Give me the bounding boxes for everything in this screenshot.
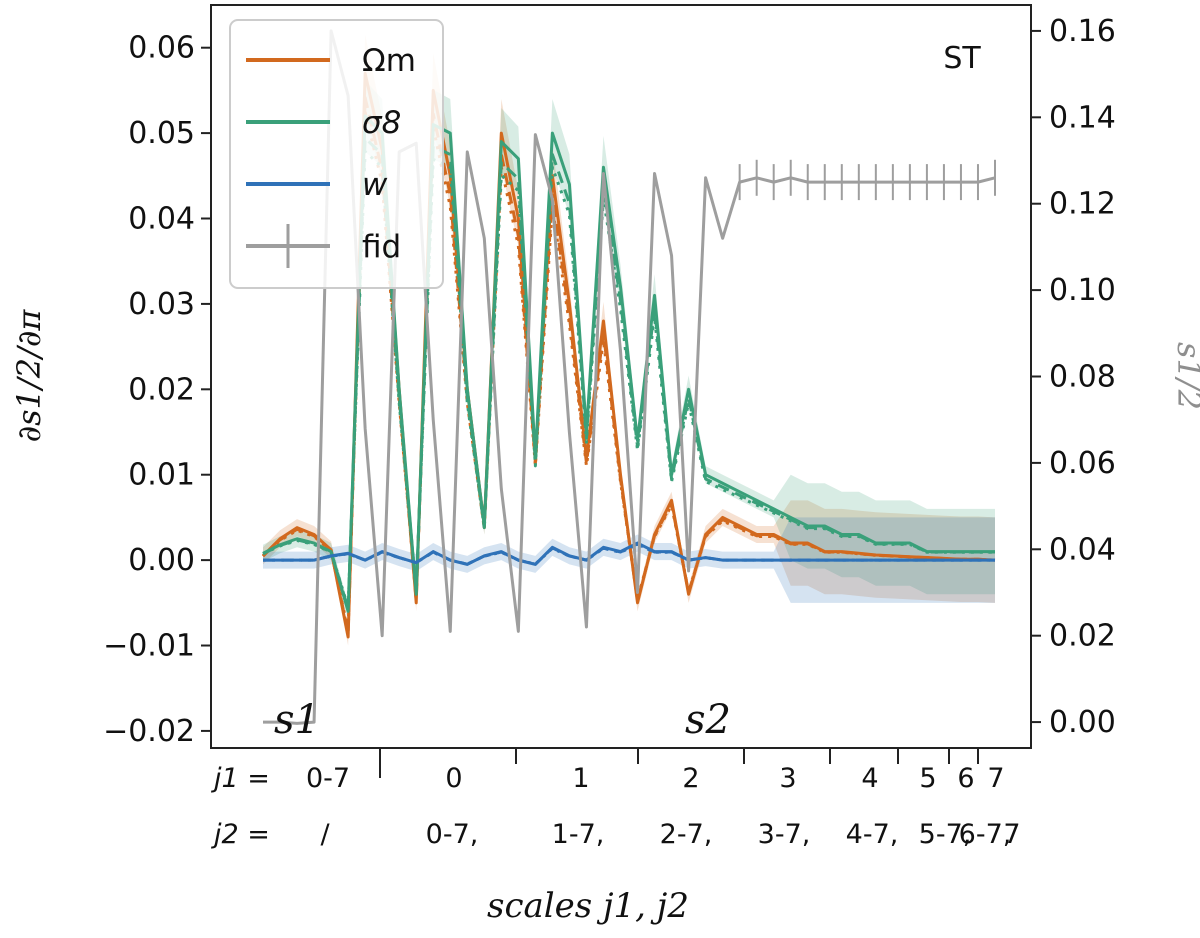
j2-label: 6-7, [959, 819, 1012, 850]
j1-label: 0-7 [306, 763, 350, 794]
j2-label: 2-7, [660, 819, 713, 850]
j2-label: 4-7, [846, 819, 899, 850]
j1-label: 3 [779, 763, 796, 794]
left-tick-label: 0.01 [128, 458, 195, 493]
j2-label: 3-7, [758, 819, 811, 850]
right-tick-label: 0.02 [1049, 619, 1116, 654]
right-tick-label: 0.12 [1049, 187, 1116, 222]
left-tick-label: −0.02 [103, 714, 195, 749]
line-fid [263, 29, 996, 725]
left-tick-label: 0.04 [128, 202, 195, 237]
corner-label: ST [943, 41, 981, 76]
legend-label-s8: σ8 [362, 105, 401, 141]
j1-label: 7 [987, 763, 1004, 794]
left-tick-label: 0.02 [128, 372, 195, 407]
j2-label: 5-7, [919, 819, 972, 850]
right-y-axis: 0.16 0.14 0.12 0.10 0.08 0.06 0.04 0.02 0.00 [1031, 14, 1116, 740]
left-tick-label: 0.00 [128, 543, 195, 578]
region-label-s2: s2 [685, 697, 731, 743]
legend: Ωm σ8 w fid [229, 19, 444, 289]
band-Ωm [263, 34, 995, 646]
right-tick-label: 0.00 [1049, 705, 1116, 740]
j1-label: 0 [445, 763, 462, 794]
right-tick-label: 0.08 [1049, 360, 1116, 395]
j2-label: 7 [1003, 819, 1020, 850]
region-label-s1: s1 [274, 697, 320, 743]
left-tick-label: −0.01 [103, 629, 195, 664]
left-y-axis: 0.06 0.05 0.04 0.03 0.02 0.01 0.00 −0.01 −0.02 [103, 31, 211, 749]
x-axis-label: scales j1, j2 [487, 886, 689, 926]
left-tick-label: 0.05 [128, 116, 195, 151]
j1-label: 4 [861, 763, 878, 794]
j2-label: 0-7, [426, 819, 479, 850]
j1-label: 5 [919, 763, 936, 794]
right-tick-label: 0.14 [1049, 100, 1116, 135]
legend-label-w: w [362, 167, 388, 203]
right-tick-label: 0.10 [1049, 273, 1116, 308]
j1-label: 6 [957, 763, 974, 794]
legend-box [229, 19, 444, 289]
j1-prefix: j1 = [210, 763, 270, 794]
left-tick-label: 0.03 [128, 287, 195, 322]
right-tick-label: 0.04 [1049, 532, 1116, 567]
legend-label-om: Ωm [362, 43, 416, 79]
left-y-axis-label: ∂s1/2/∂π [10, 309, 48, 443]
j1-label: 2 [682, 763, 699, 794]
j2-label: 1-7, [552, 819, 605, 850]
x-group-separators [379, 748, 979, 778]
band-w [263, 517, 995, 603]
legend-label-fid: fid [362, 229, 401, 265]
right-y-axis-label: s1/2 [1170, 342, 1200, 410]
left-tick-label: 0.06 [128, 31, 195, 66]
x-axis-scale-rows: j1 = j2 = 0-7 0 1 2 3 4 5 6 7 / 0-7, 1-7, 2-7, 3-7, 4-… [210, 763, 1021, 850]
right-tick-label: 0.06 [1049, 446, 1116, 481]
j2-label: / [320, 819, 330, 850]
j2-prefix: j2 = [210, 819, 270, 850]
right-tick-label: 0.16 [1049, 14, 1116, 49]
j1-label: 1 [572, 763, 589, 794]
